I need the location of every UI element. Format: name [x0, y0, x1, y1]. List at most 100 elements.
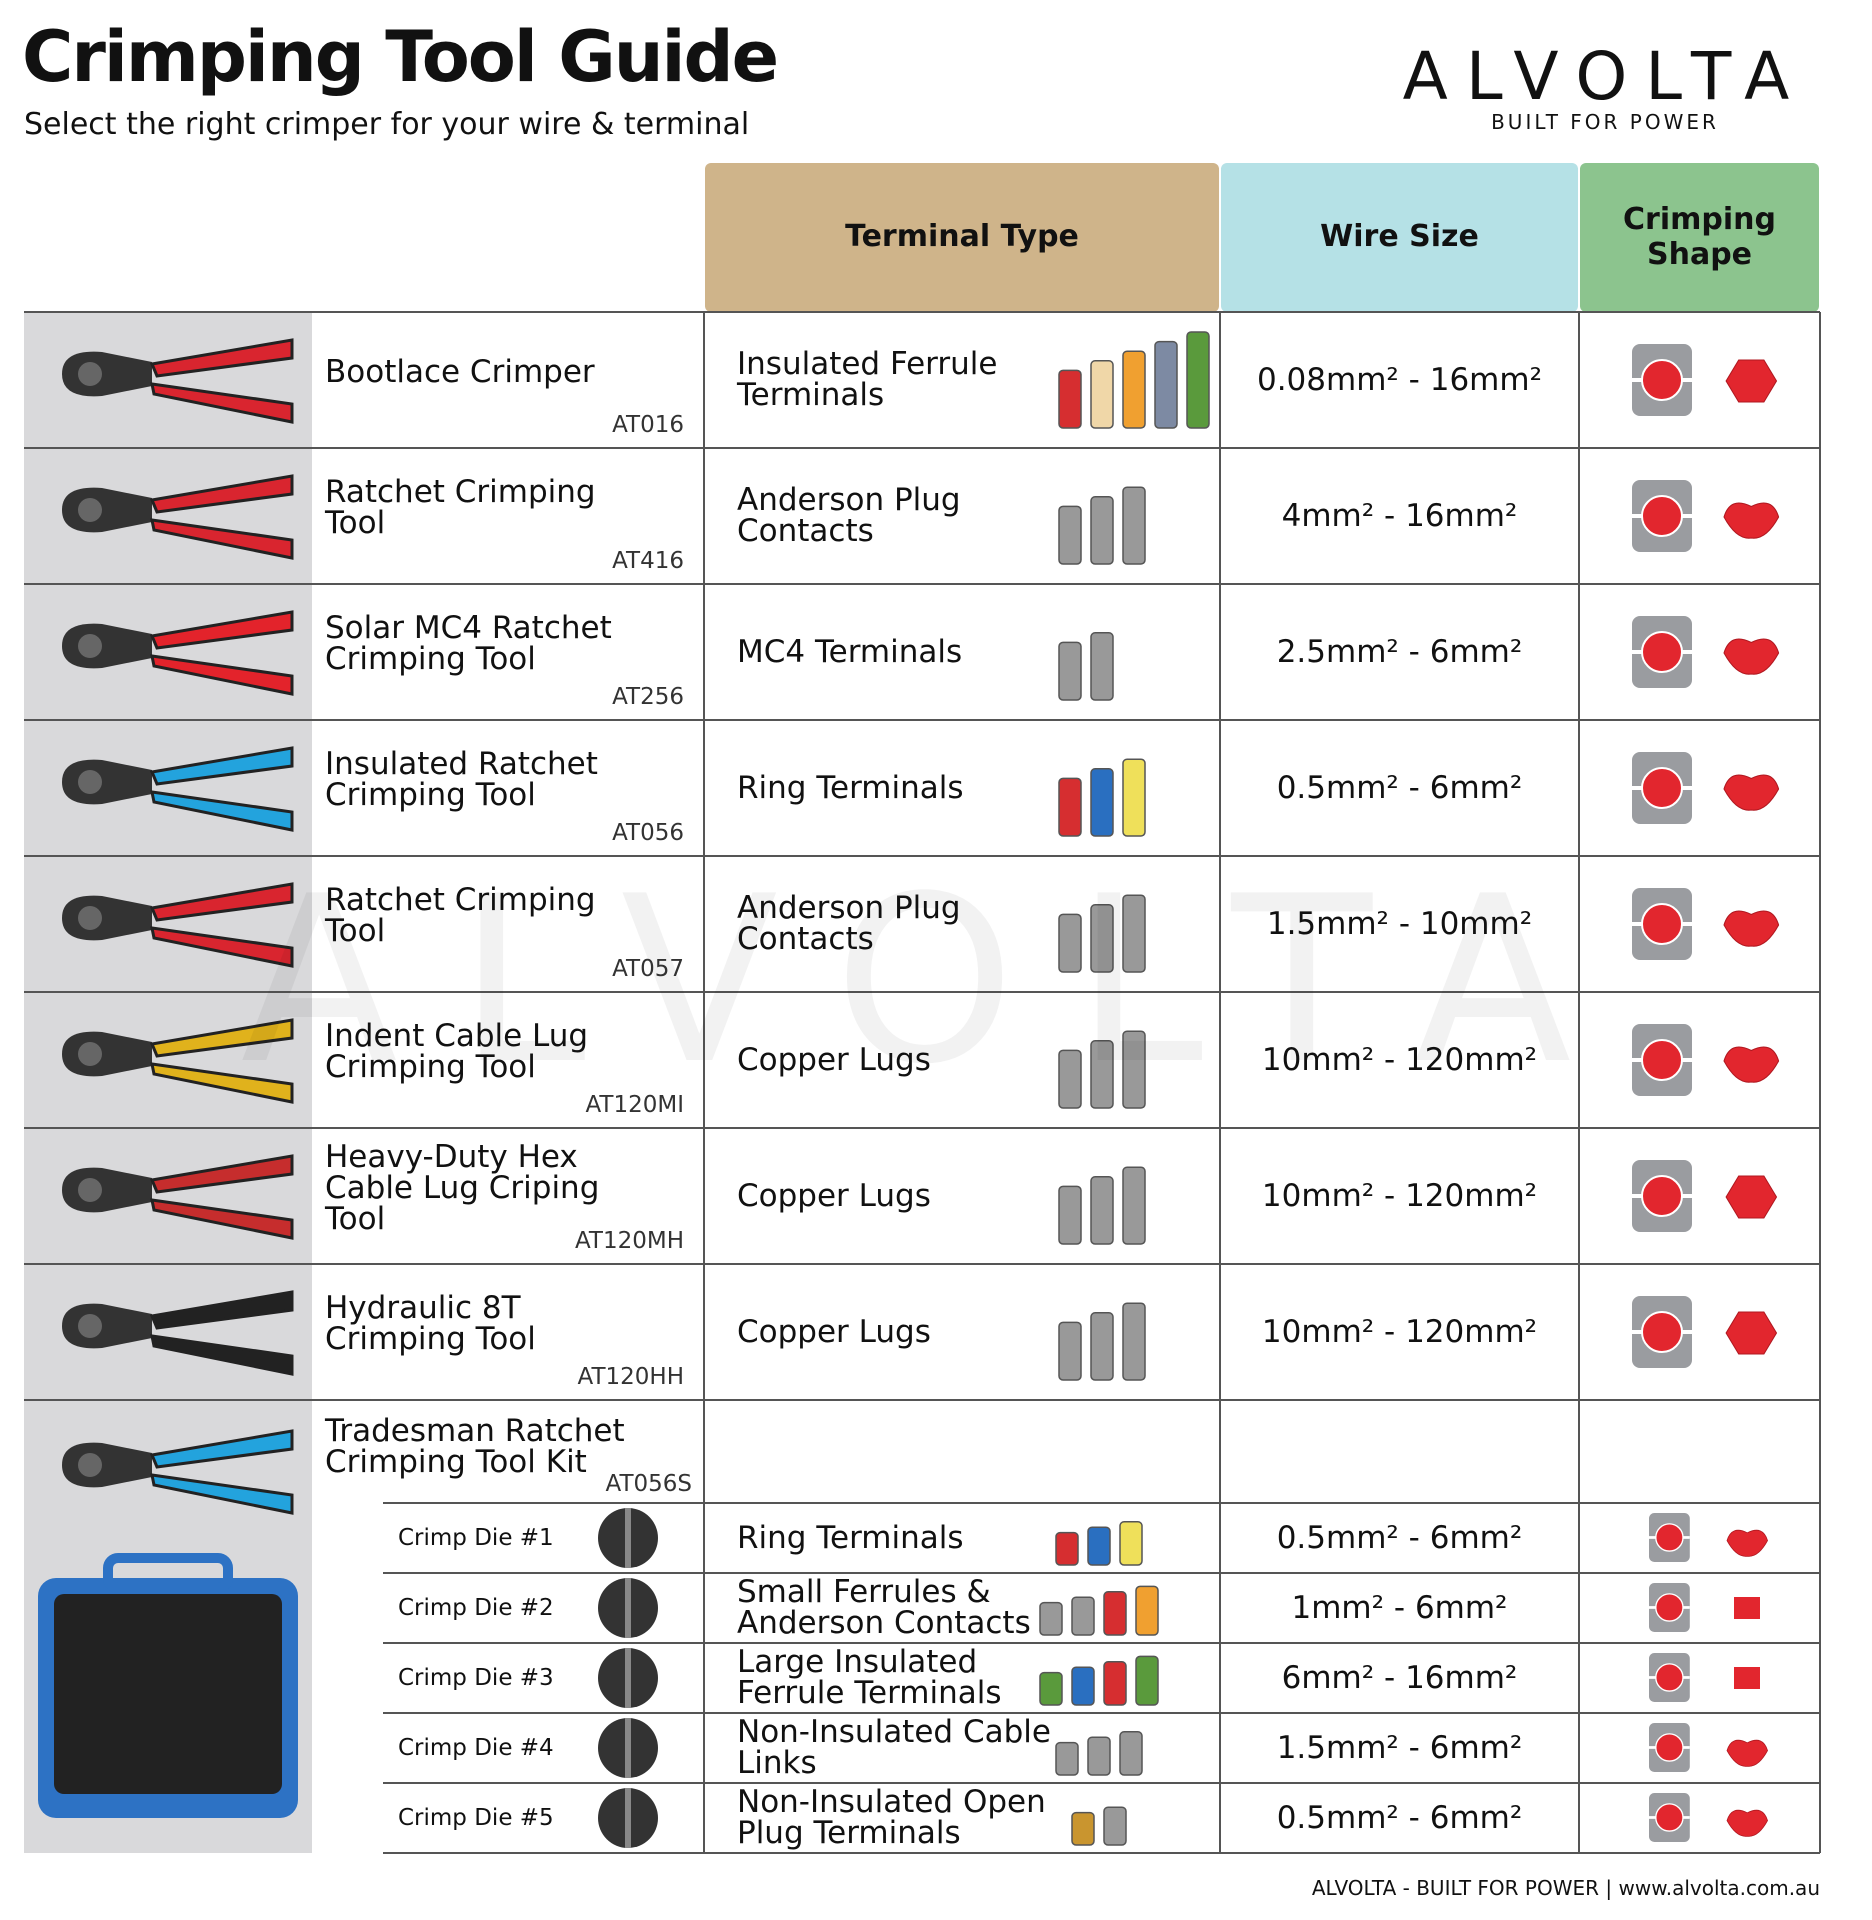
terminal-type: MC4 Terminals: [737, 633, 963, 670]
wire-size: 4mm² - 16mm²: [1281, 497, 1518, 534]
wire-size: 0.5mm² - 6mm²: [1276, 1799, 1523, 1836]
terminal-type: Non-Insulated Cable Links: [737, 1714, 1051, 1781]
terminal-icon: [1090, 1040, 1114, 1109]
product-code: AT120MH: [574, 1228, 684, 1254]
tool-handle: [150, 926, 294, 968]
tool-hub: [78, 1314, 102, 1338]
terminal-icon: [1103, 1591, 1127, 1636]
terminal-icon: [1087, 1736, 1111, 1776]
header-cell: [1221, 163, 1578, 312]
crimp-profile: [1725, 1175, 1778, 1219]
crimp-die-icon: [1632, 480, 1692, 552]
tool-handle: [149, 882, 294, 922]
terminal-icon: [1058, 1185, 1082, 1245]
tool-handle: [150, 1062, 294, 1104]
crimp-profile: [1725, 359, 1778, 403]
die-crimp: [1641, 1175, 1683, 1217]
die-name: Crimp Die #2: [398, 1594, 554, 1621]
hex-profile: [1725, 359, 1778, 403]
terminal-icon: [1090, 1312, 1114, 1381]
die-image: [598, 1648, 658, 1708]
crimp-die-icon: [1632, 616, 1692, 688]
logo-tagline: BUILT FOR POWER: [1491, 110, 1719, 134]
footer: ALVOLTA - BUILT FOR POWER | www.alvolta.…: [1311, 1876, 1820, 1900]
title: Crimping Tool Guide: [22, 16, 779, 98]
tool-hub: [78, 1178, 102, 1202]
tool-name: Hydraulic 8T Crimping Tool: [325, 1290, 536, 1357]
tool-name: Insulated Ratchet Crimping Tool: [325, 746, 598, 813]
wire-size: 2.5mm² - 6mm²: [1276, 633, 1523, 670]
wire-size: 0.5mm² - 6mm²: [1276, 769, 1523, 806]
product-code: AT016: [612, 412, 684, 438]
die-image: [598, 1578, 658, 1638]
tool-image: [62, 1429, 294, 1515]
terminal-type: Copper Lugs: [737, 1041, 931, 1078]
die-slot: [625, 1648, 631, 1708]
tool-name: Ratchet Crimping Tool: [325, 474, 596, 541]
product-code: AT057: [612, 956, 684, 982]
terminal-icon: [1119, 1521, 1143, 1566]
die-crimp: [1655, 1593, 1684, 1622]
crimp-die-icon: [1632, 344, 1692, 416]
crimp-die-icon: [1632, 752, 1692, 824]
tool-handle: [150, 382, 294, 424]
terminal-icon: [1058, 777, 1082, 837]
tool-handle: [150, 1198, 294, 1240]
terminal-icon: [1039, 1671, 1063, 1706]
wire-size: 0.5mm² - 6mm²: [1276, 1519, 1523, 1556]
terminal-icon: [1058, 505, 1082, 565]
wire-size: 1.5mm² - 10mm²: [1266, 905, 1533, 942]
crimp-die-icon: [1632, 1160, 1692, 1232]
square-profile: [1734, 1667, 1760, 1689]
terminal-icon: [1058, 369, 1082, 429]
terminal-type: Copper Lugs: [737, 1313, 931, 1350]
terminal-type: Insulated Ferrule Terminals: [737, 346, 998, 413]
tool-image: [62, 1290, 294, 1376]
tool-jaw: [62, 1442, 152, 1488]
terminal-icon: [1122, 894, 1146, 973]
crimp-profile: [1726, 1739, 1768, 1767]
tool-name: Heavy-Duty Hex Cable Lug Criping Tool: [325, 1138, 600, 1237]
die-name: Crimp Die #4: [398, 1734, 554, 1761]
lip-profile: [1723, 1046, 1780, 1083]
crimp-die-icon: [1649, 1723, 1690, 1772]
terminal-icon: [1055, 1741, 1079, 1776]
tool-handle: [150, 1473, 294, 1515]
terminal-icon: [1122, 758, 1146, 837]
crimp-profile: [1725, 1311, 1778, 1355]
die-crimp: [1641, 359, 1683, 401]
terminal-icon: [1122, 1030, 1146, 1109]
case-image: [38, 1553, 298, 1818]
wire-size: 1mm² - 6mm²: [1291, 1589, 1508, 1626]
tool-image: [62, 1018, 294, 1104]
terminal-icon: [1119, 1731, 1143, 1776]
lip-profile: [1723, 638, 1780, 675]
crimp-die-icon: [1649, 1653, 1690, 1702]
terminal-icon: [1071, 1666, 1095, 1706]
terminal-icon: [1135, 1655, 1159, 1706]
tool-hub: [78, 634, 102, 658]
tool-jaw: [62, 759, 152, 805]
tool-handle: [149, 1018, 294, 1058]
square-profile: [1734, 1597, 1760, 1619]
terminal-icon: [1087, 1526, 1111, 1566]
terminal-icon: [1039, 1601, 1063, 1636]
tool-handle: [149, 746, 294, 786]
header-cell: [705, 163, 1219, 312]
crimp-die-icon: [1632, 1024, 1692, 1096]
terminal-type: Copper Lugs: [737, 1177, 931, 1214]
terminal-type: Small Ferrules & Anderson Contacts: [737, 1574, 1031, 1641]
die-slot: [625, 1578, 631, 1638]
crimp-die-icon: [1649, 1583, 1690, 1632]
die-name: Crimp Die #1: [398, 1524, 554, 1551]
crimp-die-icon: [1649, 1513, 1690, 1562]
die-slot: [625, 1788, 631, 1848]
tool-name: Indent Cable Lug Crimping Tool: [325, 1018, 589, 1085]
lip-profile: [1726, 1529, 1768, 1557]
terminal-icon: [1058, 641, 1082, 701]
die-crimp: [1655, 1733, 1684, 1762]
watermark: ALVOLTA: [241, 848, 1632, 1115]
column-header: Crimping Shape: [1623, 202, 1776, 272]
crimp-die-icon: [1649, 1793, 1690, 1842]
